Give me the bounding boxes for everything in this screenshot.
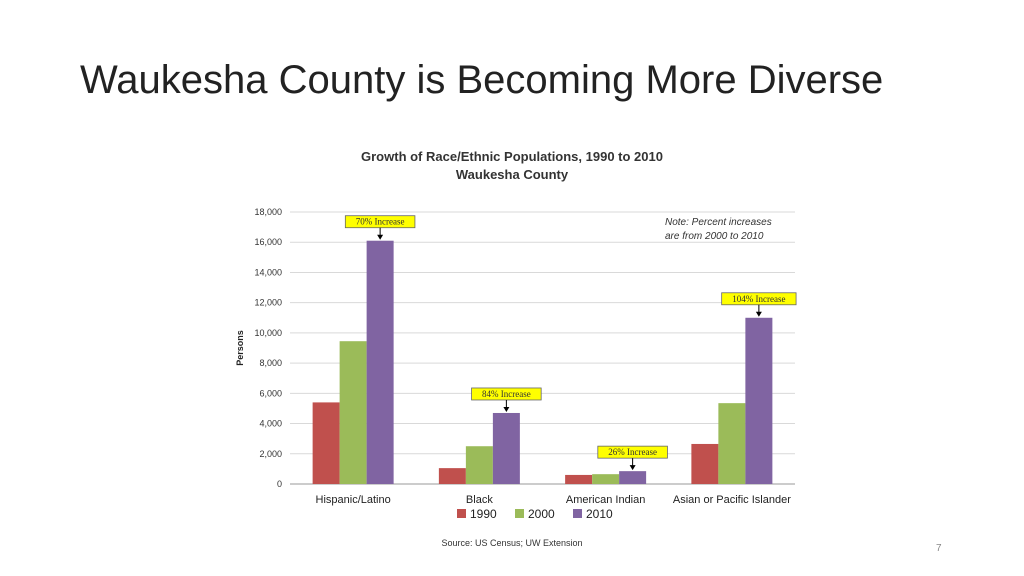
- callout-arrow-head: [377, 234, 384, 240]
- y-tick-label: 10,000: [254, 328, 282, 338]
- note-line-1: Note: Percent increases: [665, 217, 772, 228]
- x-category-label: Black: [466, 494, 493, 506]
- plot-area: 0 2,000 4,000 6,000 8,000 10,000 12,000 14,000 1…: [254, 207, 797, 506]
- bar-1990: [438, 468, 466, 484]
- legend-swatch: [573, 509, 582, 518]
- x-category-label: Asian or Pacific Islander: [673, 494, 791, 506]
- y-axis-title: Persons: [235, 330, 245, 366]
- y-tick-label: 6,000: [259, 388, 282, 398]
- y-tick-label: 14,000: [254, 267, 282, 277]
- chart-title: Growth of Race/Ethnic Populations, 1990 …: [361, 149, 663, 164]
- bar-2000: [718, 403, 746, 484]
- source-note: Source: US Census; UW Extension: [441, 538, 583, 548]
- bar-2000: [592, 474, 620, 484]
- bar-1990: [312, 402, 340, 484]
- legend-label: 2010: [586, 507, 613, 521]
- y-tick-label: 8,000: [259, 358, 282, 368]
- page-number: 7: [936, 543, 942, 554]
- y-tick-label: 0: [277, 479, 282, 489]
- callout-arrow-head: [503, 406, 510, 412]
- legend-label: 1990: [470, 507, 497, 521]
- callout-label: 70% Increase: [356, 217, 405, 227]
- callout-arrow-head: [629, 465, 636, 471]
- legend-swatch: [457, 509, 466, 518]
- y-tick-label: 18,000: [254, 207, 282, 217]
- callout-label: 104% Increase: [732, 294, 785, 304]
- bar-1990: [691, 443, 719, 484]
- callout-label: 26% Increase: [608, 447, 657, 457]
- bar-2010: [366, 240, 394, 484]
- callout-arrow-head: [755, 311, 762, 317]
- note-line-2: are from 2000 to 2010: [665, 231, 764, 242]
- x-category-label: Hispanic/Latino: [316, 494, 391, 506]
- chart-subtitle: Waukesha County: [456, 167, 569, 182]
- legend-swatch: [515, 509, 524, 518]
- bar-2010: [619, 471, 647, 484]
- bar-1990: [565, 474, 593, 484]
- x-category-label: American Indian: [566, 494, 646, 506]
- y-tick-label: 12,000: [254, 298, 282, 308]
- bar-2010: [745, 317, 773, 484]
- bar-2000: [465, 446, 493, 484]
- slide-title: Waukesha County is Becoming More Diverse: [80, 58, 884, 102]
- callout-label: 84% Increase: [482, 389, 531, 399]
- y-tick-label: 16,000: [254, 237, 282, 247]
- bar-2010: [492, 412, 520, 484]
- legend: 1990 2000 2010: [457, 507, 613, 521]
- y-tick-label: 2,000: [259, 449, 282, 459]
- y-tick-label: 4,000: [259, 419, 282, 429]
- bar-2000: [339, 341, 367, 484]
- legend-label: 2000: [528, 507, 555, 521]
